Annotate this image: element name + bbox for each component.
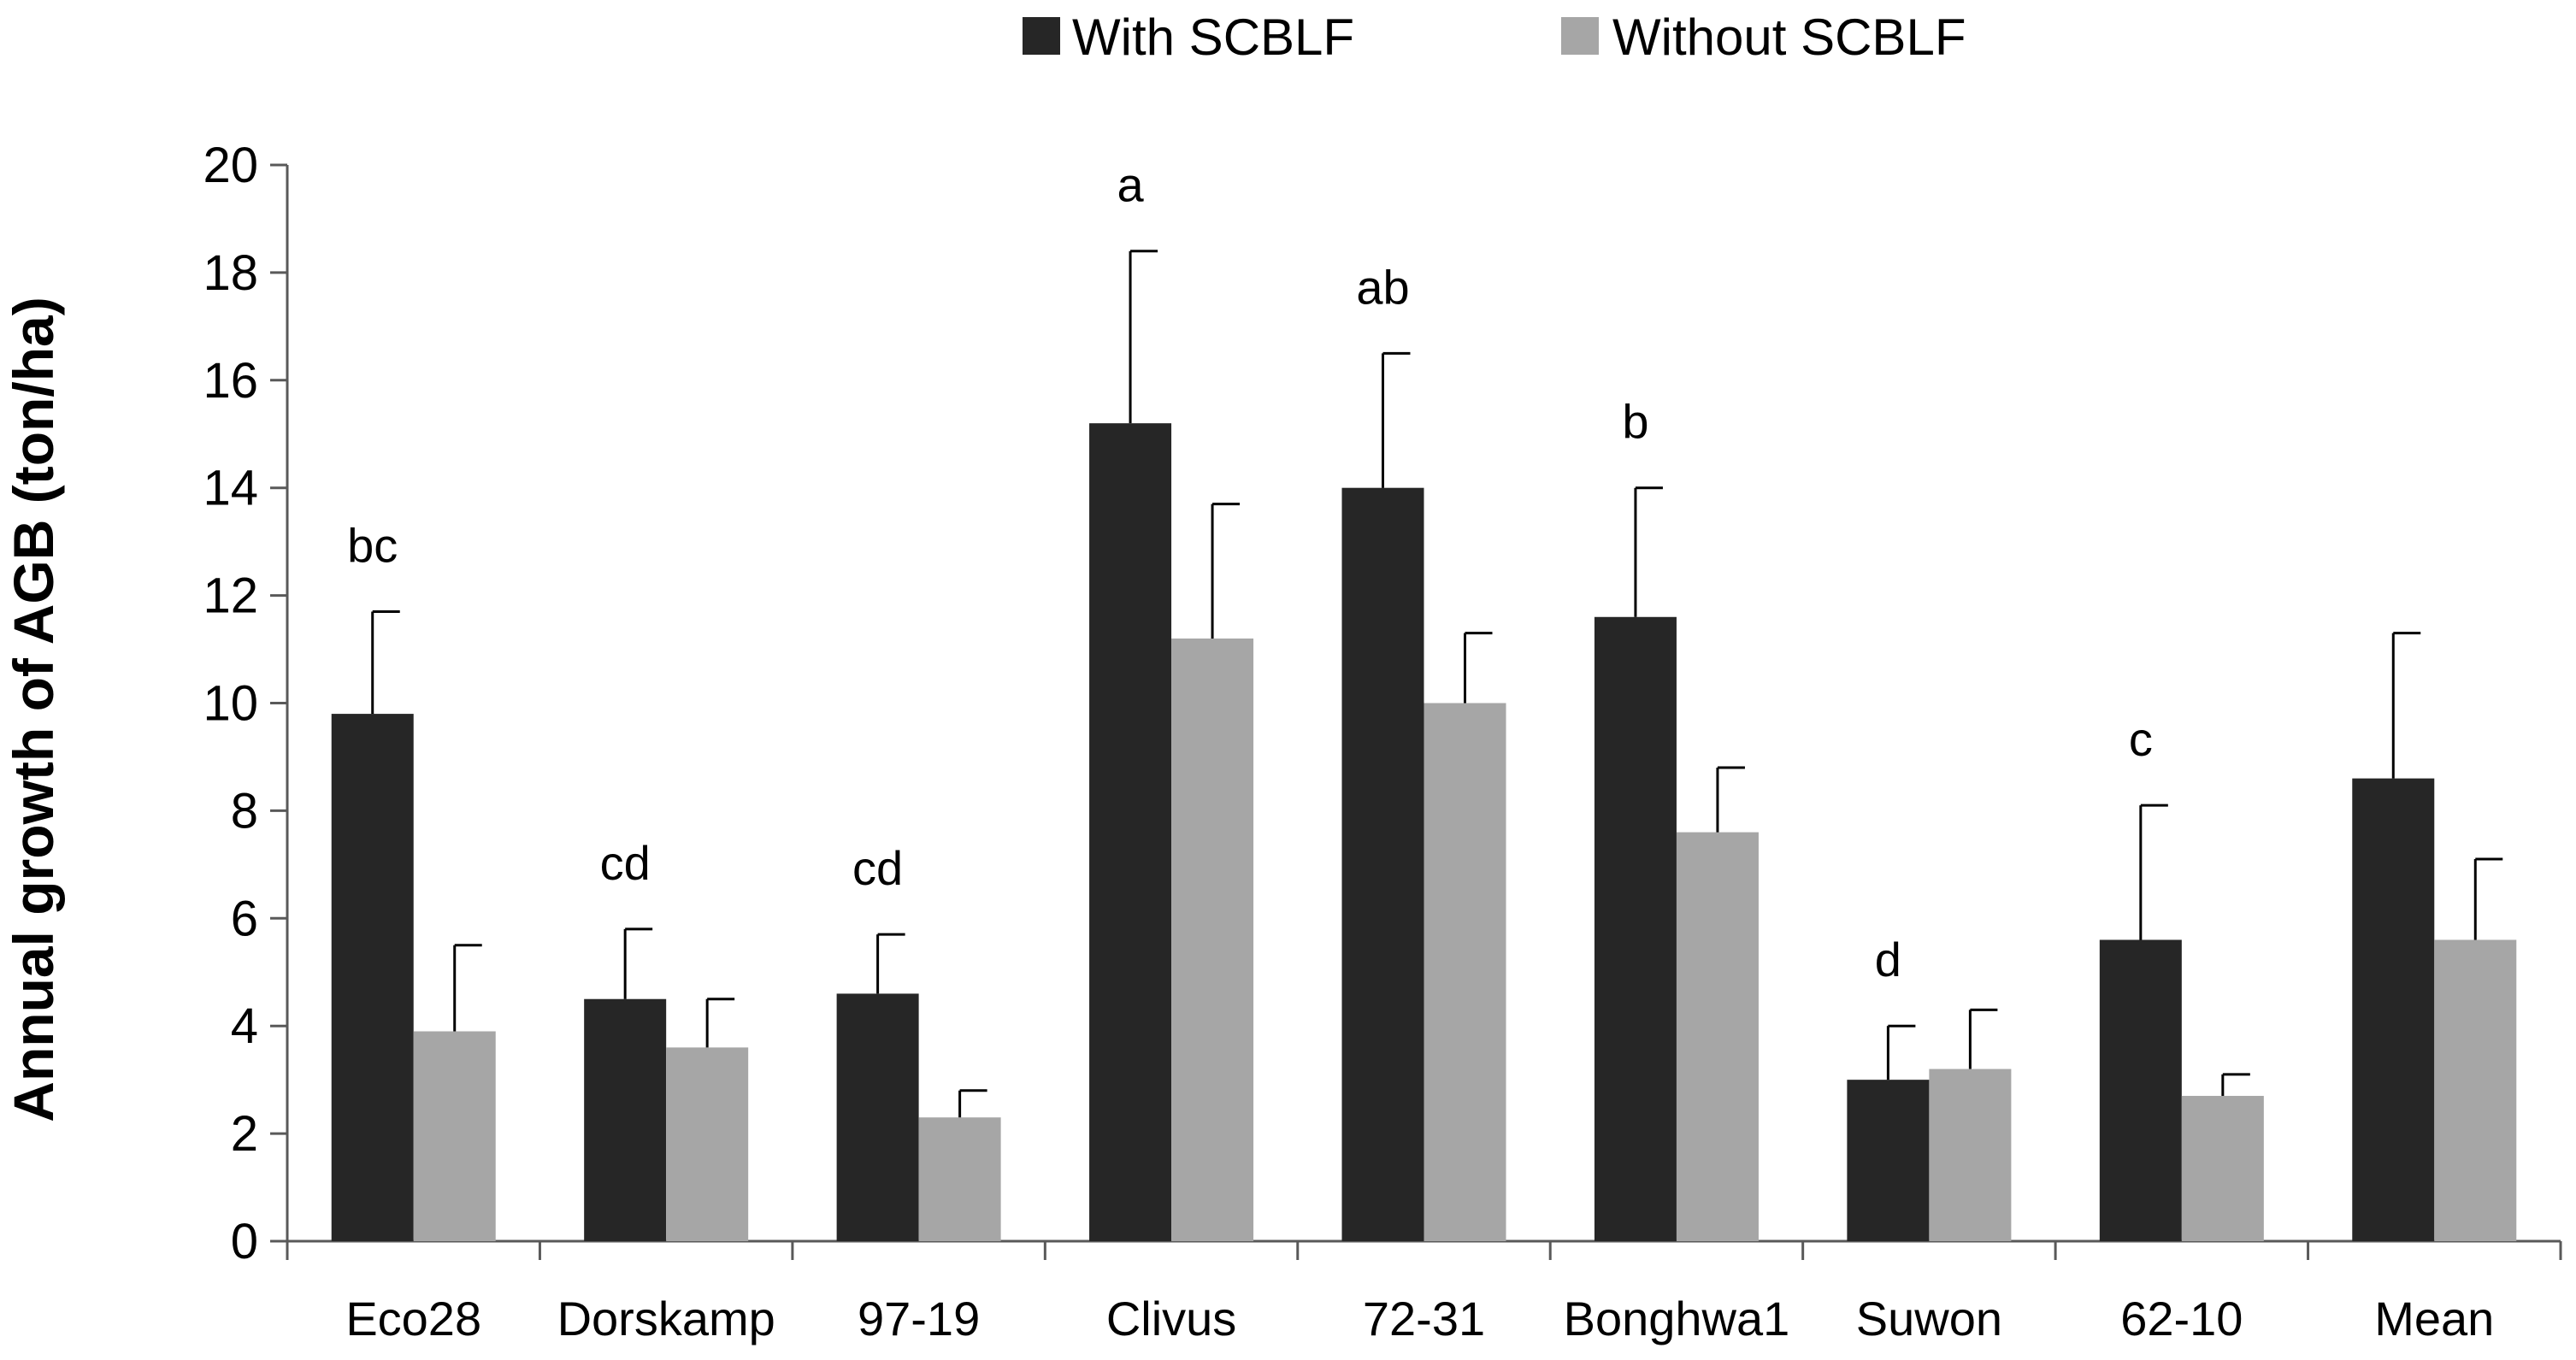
- legend-swatch: [1023, 17, 1060, 55]
- significance-label: bc: [347, 518, 398, 572]
- x-tick-label: Suwon: [1856, 1292, 2002, 1345]
- y-tick-label: 20: [203, 138, 258, 193]
- x-tick-label: 72-31: [1363, 1292, 1485, 1345]
- y-tick-label: 10: [203, 676, 258, 732]
- y-tick-label: 0: [231, 1214, 258, 1269]
- bar-without-scblf: [2434, 939, 2517, 1241]
- x-tick-label: 97-19: [858, 1292, 980, 1345]
- bar-without-scblf: [1171, 638, 1254, 1241]
- significance-label: c: [2129, 712, 2153, 766]
- legend-label: Without SCBLF: [1612, 9, 1966, 66]
- error-bars: [371, 250, 2503, 1118]
- x-axis: Eco28 Dorskamp 97-19 Clivus 72-31 Bonghwa1 Suw…: [286, 1239, 2562, 1345]
- bar-with-scblf: [1089, 423, 1172, 1241]
- significance-label: ab: [1356, 260, 1409, 314]
- bar-without-scblf: [1929, 1069, 2012, 1241]
- significance-label: b: [1622, 395, 1648, 449]
- bar-without-scblf: [666, 1047, 749, 1241]
- bar-with-scblf: [584, 998, 667, 1241]
- bar-with-scblf: [2352, 778, 2435, 1241]
- y-tick-label: 18: [203, 245, 258, 301]
- y-tick-label: 2: [231, 1106, 258, 1162]
- y-tick-label: 12: [203, 568, 258, 624]
- x-tick-label: Bonghwa1: [1564, 1292, 1790, 1345]
- y-tick-label: 16: [203, 353, 258, 409]
- bar-without-scblf: [2181, 1096, 2264, 1241]
- significance-label: cd: [600, 836, 651, 890]
- y-tick-label: 14: [203, 461, 258, 516]
- y-tick-label: 6: [231, 891, 258, 946]
- bars: [331, 423, 2517, 1241]
- significance-label: d: [1875, 933, 1901, 986]
- bar-with-scblf: [1341, 487, 1424, 1241]
- significance-label: a: [1117, 158, 1144, 212]
- significance-labels: bc cd cd a ab b d c: [347, 158, 2153, 986]
- bar-without-scblf: [1424, 703, 1506, 1241]
- x-tick-label: Eco28: [345, 1292, 481, 1345]
- x-tick-label: Mean: [2374, 1292, 2494, 1345]
- y-tick-label: 4: [231, 998, 258, 1054]
- x-tick-label: Dorskamp: [557, 1292, 775, 1345]
- y-axis: 0 2 4 6 8 10 12 14 16 18 20: [203, 138, 289, 1269]
- x-tick-label: Clivus: [1106, 1292, 1236, 1345]
- bar-with-scblf: [331, 714, 414, 1241]
- legend-swatch: [1561, 17, 1599, 55]
- significance-label: cd: [852, 841, 903, 895]
- legend: With SCBLF Without SCBLF: [1023, 9, 1966, 66]
- bar-with-scblf: [2099, 939, 2182, 1241]
- bar-without-scblf: [1676, 832, 1759, 1241]
- bar-with-scblf: [1847, 1080, 1930, 1241]
- y-tick-label: 8: [231, 783, 258, 839]
- legend-label: With SCBLF: [1072, 9, 1354, 66]
- x-tick-label: 62-10: [2120, 1292, 2243, 1345]
- bar-without-scblf: [413, 1031, 496, 1241]
- bar-with-scblf: [1594, 616, 1677, 1241]
- bar-without-scblf: [918, 1117, 1001, 1241]
- bar-with-scblf: [836, 993, 919, 1241]
- y-axis-label: Annual growth of AGB (ton/ha): [2, 297, 65, 1122]
